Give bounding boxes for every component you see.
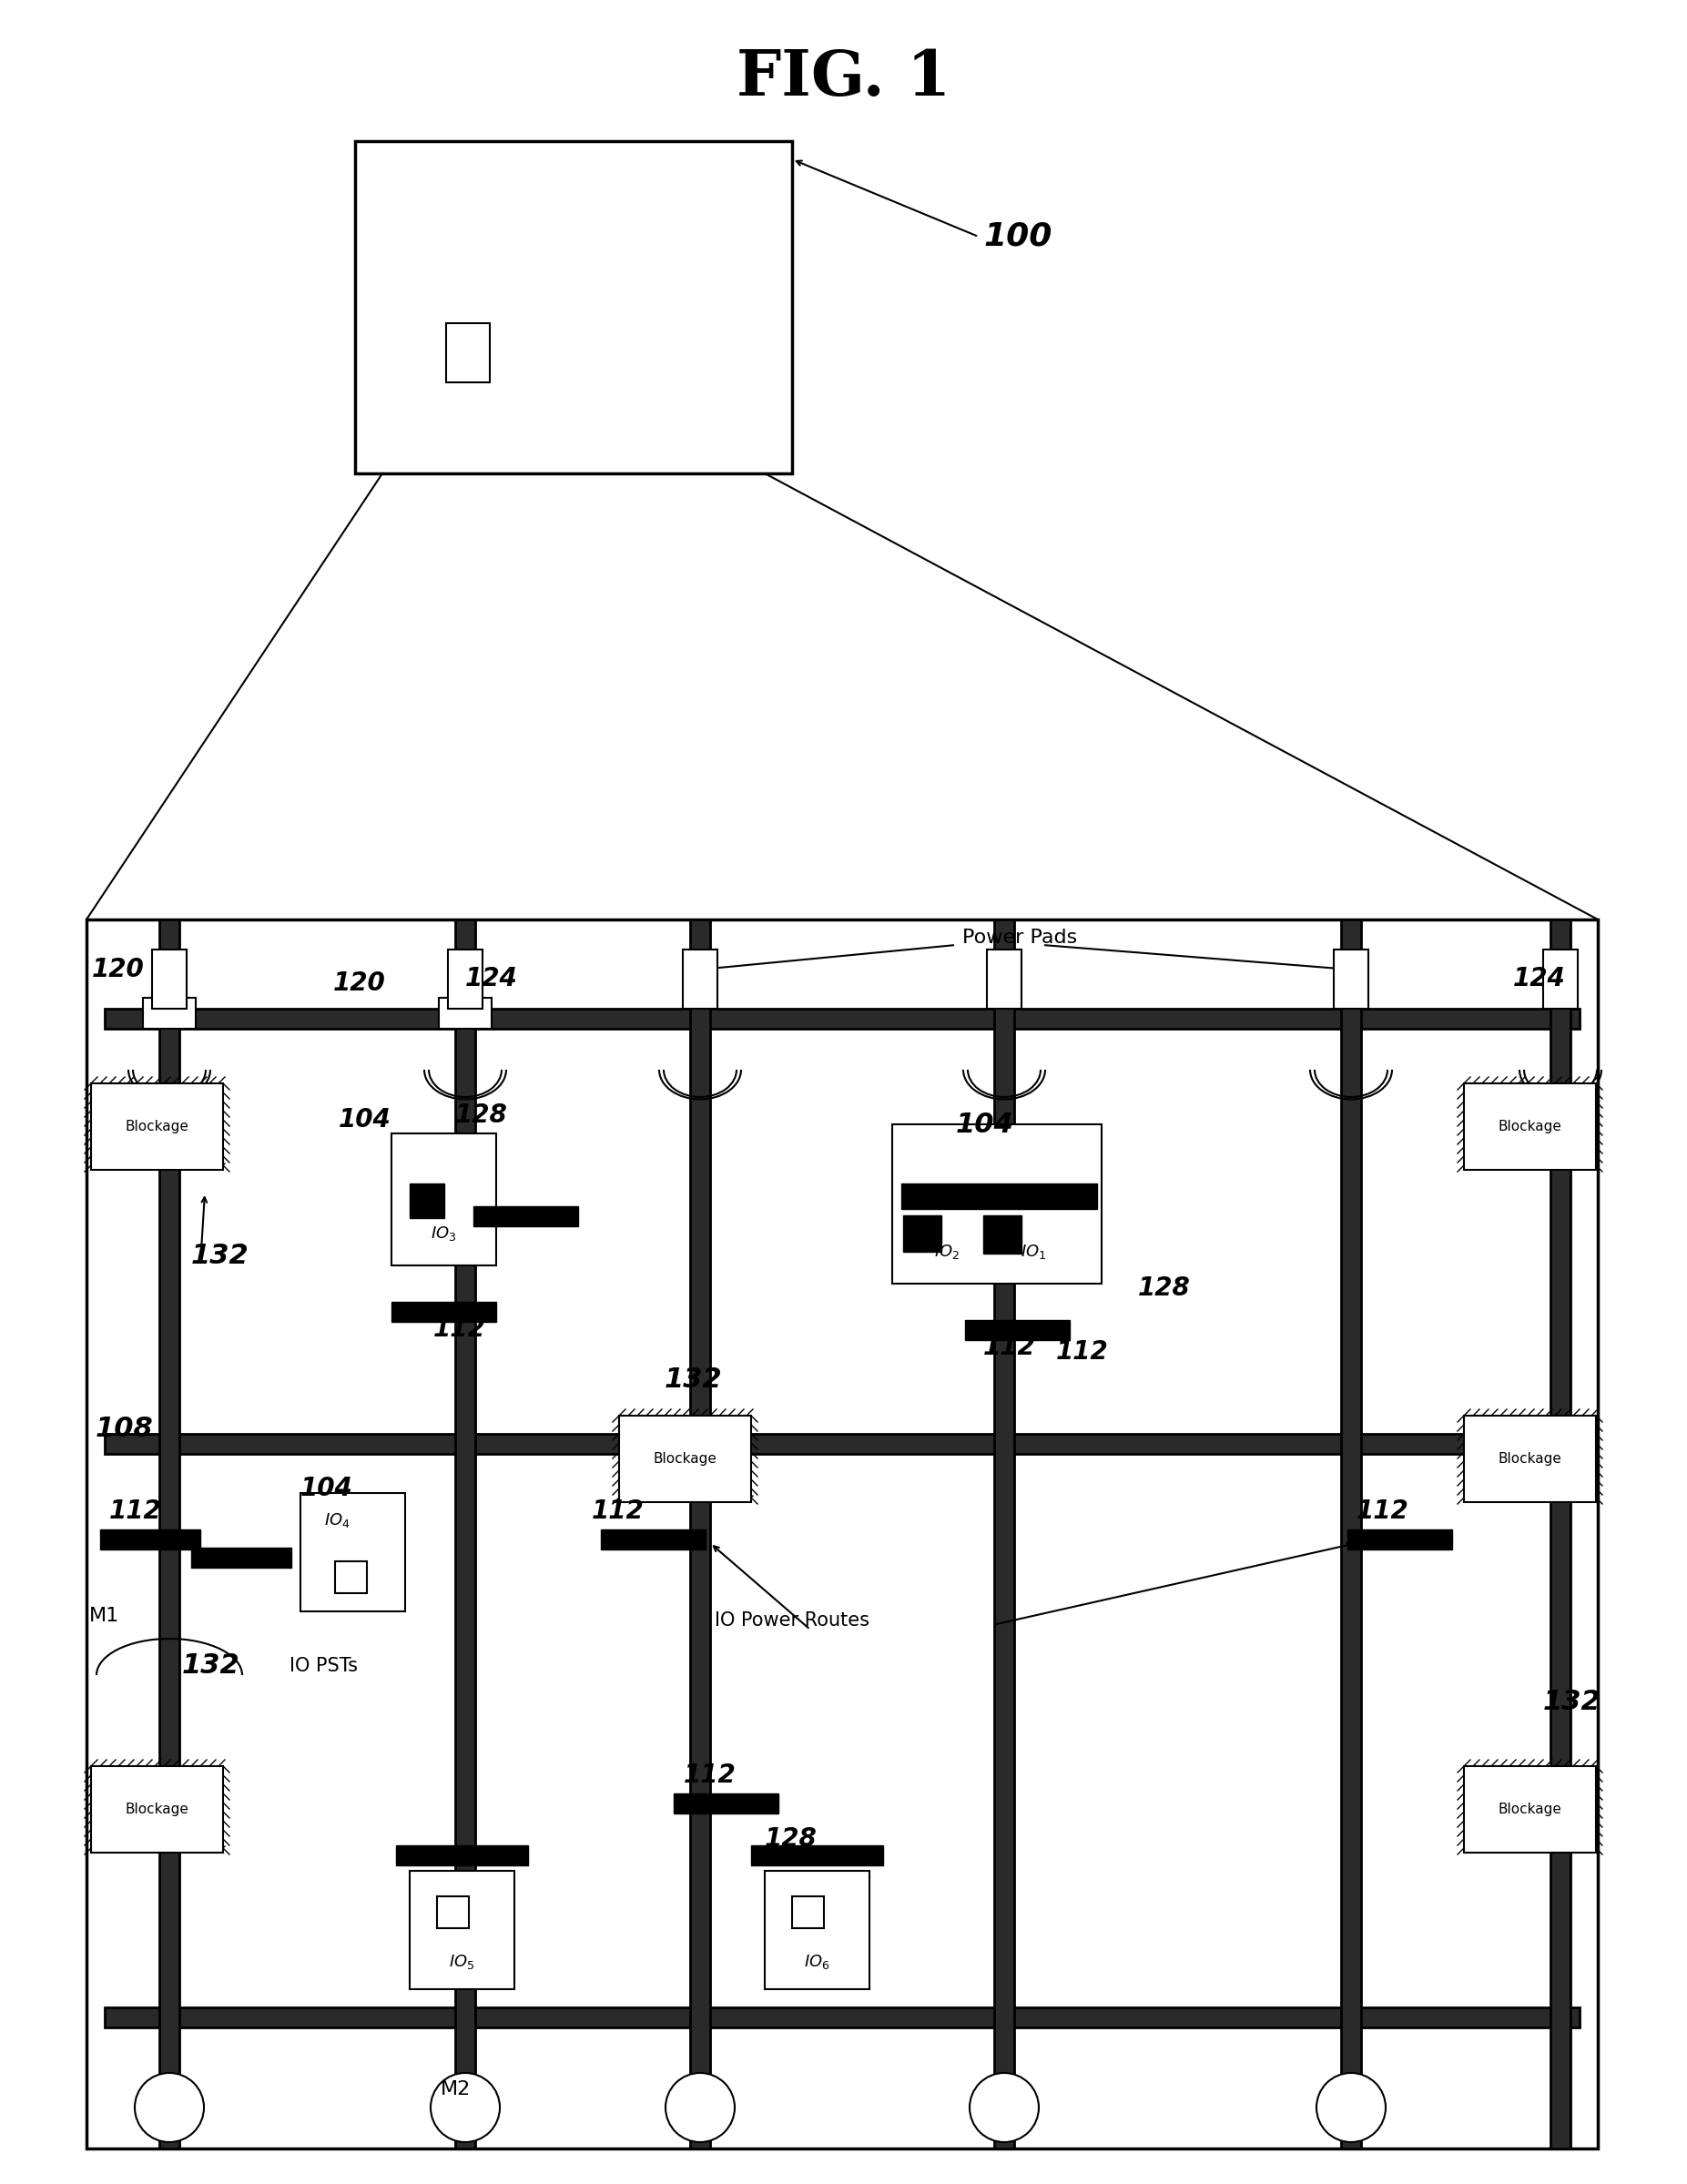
Bar <box>1341 919 1361 2149</box>
Text: IO$_2$: IO$_2$ <box>935 1243 960 1260</box>
Text: IO$_5$: IO$_5$ <box>449 1952 474 1970</box>
Bar <box>474 1206 579 1225</box>
Text: 112: 112 <box>592 1498 644 1524</box>
Text: M1: M1 <box>89 1607 120 1625</box>
Text: 128: 128 <box>1139 1275 1191 1302</box>
Bar <box>751 1845 882 1865</box>
Text: 112: 112 <box>1056 1339 1108 1365</box>
Bar <box>105 1009 1579 1029</box>
Text: 132: 132 <box>1544 1688 1601 1717</box>
Text: 104: 104 <box>339 1107 391 1133</box>
Bar <box>1334 950 1368 1009</box>
Bar <box>1464 1415 1596 1503</box>
Bar <box>105 1435 1579 1455</box>
Bar <box>91 1767 223 1852</box>
Text: 108: 108 <box>96 1415 154 1441</box>
Bar <box>1464 1083 1596 1171</box>
Bar <box>984 1214 1022 1254</box>
Text: Power Pads: Power Pads <box>962 928 1076 948</box>
Bar <box>91 1083 223 1171</box>
Text: Blockage: Blockage <box>125 1802 189 1817</box>
Bar <box>683 950 717 1009</box>
Bar <box>159 919 179 2149</box>
Bar <box>994 919 1014 2149</box>
Bar <box>1348 1529 1453 1548</box>
Circle shape <box>665 2073 736 2143</box>
Bar <box>100 1529 201 1548</box>
Text: 124: 124 <box>1513 965 1566 992</box>
Text: Blockage: Blockage <box>1498 1452 1562 1465</box>
Bar <box>396 1845 528 1865</box>
Bar <box>673 1793 778 1813</box>
Text: 104: 104 <box>300 1476 353 1500</box>
Bar <box>764 1872 869 1990</box>
Bar <box>152 950 187 1009</box>
Bar <box>619 1415 751 1503</box>
Bar <box>410 1872 515 1990</box>
Text: 112: 112 <box>984 1334 1036 1361</box>
Text: 128: 128 <box>455 1103 508 1127</box>
Text: 104: 104 <box>764 1845 817 1870</box>
Bar <box>1464 1767 1596 1852</box>
Bar <box>336 1562 366 1592</box>
Bar <box>391 1302 496 1321</box>
Bar <box>391 1133 496 1265</box>
Text: M2: M2 <box>440 2079 471 2099</box>
Text: IO Power Routes: IO Power Routes <box>715 1612 869 1629</box>
Bar <box>143 998 196 1029</box>
Text: IO$_3$: IO$_3$ <box>430 1225 457 1243</box>
Text: IO$_4$: IO$_4$ <box>324 1511 349 1529</box>
Bar <box>437 1896 469 1928</box>
Bar <box>903 1214 941 1251</box>
Bar <box>445 323 489 382</box>
Text: 112: 112 <box>434 1317 486 1341</box>
Circle shape <box>1316 2073 1385 2143</box>
Text: FIG. 1: FIG. 1 <box>737 46 950 107</box>
Text: 128: 128 <box>764 1826 817 1852</box>
Text: 104: 104 <box>410 1845 462 1870</box>
Bar <box>601 1529 705 1548</box>
Bar <box>300 1494 405 1612</box>
Bar <box>1544 950 1577 1009</box>
Bar <box>1550 919 1571 2149</box>
Text: 132: 132 <box>191 1243 250 1269</box>
Bar <box>793 1896 823 1928</box>
Bar <box>410 1184 444 1219</box>
Text: Blockage: Blockage <box>1498 1120 1562 1133</box>
Bar <box>449 950 482 1009</box>
Bar <box>690 919 710 2149</box>
Bar <box>86 919 1598 2149</box>
Text: IO$_6$: IO$_6$ <box>803 1952 830 1970</box>
Text: 112: 112 <box>1356 1498 1409 1524</box>
Text: 132: 132 <box>665 1365 722 1393</box>
Bar <box>439 998 491 1029</box>
Bar <box>965 1319 1070 1341</box>
Circle shape <box>970 2073 1039 2143</box>
Bar <box>354 142 793 474</box>
Text: 100: 100 <box>984 221 1053 251</box>
Text: 124: 124 <box>466 965 518 992</box>
Text: 112: 112 <box>683 1762 737 1789</box>
Bar <box>105 2007 1579 2027</box>
Bar <box>987 950 1022 1009</box>
Text: 120: 120 <box>334 970 386 996</box>
Circle shape <box>135 2073 204 2143</box>
Bar <box>191 1548 292 1568</box>
Text: Blockage: Blockage <box>1498 1802 1562 1817</box>
Bar <box>901 1184 1097 1210</box>
Text: IO$_1$: IO$_1$ <box>1021 1243 1046 1260</box>
Text: 112: 112 <box>110 1498 162 1524</box>
Circle shape <box>430 2073 499 2143</box>
Text: IO PSTs: IO PSTs <box>288 1658 358 1675</box>
Text: Blockage: Blockage <box>125 1120 189 1133</box>
Bar <box>455 919 476 2149</box>
Text: 120: 120 <box>93 957 145 983</box>
Text: Blockage: Blockage <box>653 1452 717 1465</box>
Text: 132: 132 <box>182 1653 240 1679</box>
Text: 104: 104 <box>957 1112 1014 1138</box>
Bar <box>892 1125 1102 1284</box>
